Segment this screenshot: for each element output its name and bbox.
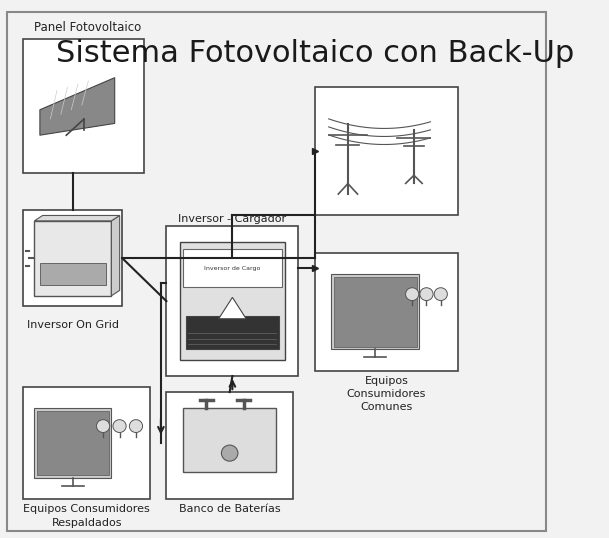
Bar (37, 411, 108, 475)
Bar (23, 39, 144, 173)
Bar (183, 408, 276, 472)
Polygon shape (219, 298, 246, 319)
Circle shape (420, 288, 433, 301)
Bar (315, 87, 458, 216)
Bar (23, 387, 150, 499)
Text: Inversor de Cargo: Inversor de Cargo (204, 266, 261, 271)
Bar (315, 253, 458, 371)
Polygon shape (40, 77, 114, 135)
Circle shape (129, 420, 143, 433)
Text: Inversor On Grid: Inversor On Grid (27, 320, 119, 330)
Bar (166, 226, 298, 376)
Bar (23, 210, 122, 307)
Polygon shape (34, 216, 119, 221)
Bar (166, 392, 293, 499)
Circle shape (406, 288, 419, 301)
Circle shape (222, 445, 238, 461)
Text: Panel Fotovoltaico: Panel Fotovoltaico (34, 20, 142, 33)
Text: Banco de Baterías: Banco de Baterías (179, 505, 281, 514)
Polygon shape (111, 216, 119, 296)
Circle shape (113, 420, 126, 433)
Bar (34, 221, 111, 296)
Bar (180, 242, 284, 360)
Text: Inversor - Cargador: Inversor - Cargador (178, 214, 286, 223)
Circle shape (434, 288, 448, 301)
Circle shape (96, 420, 110, 433)
Bar (40, 263, 106, 285)
Text: Equipos
Consumidores
Comunes: Equipos Consumidores Comunes (347, 376, 426, 413)
Text: Sistema Fotovoltaico con Back-Up: Sistema Fotovoltaico con Back-Up (56, 39, 574, 68)
Bar (183, 249, 282, 287)
Text: Equipos Consumidores
Respaldados: Equipos Consumidores Respaldados (23, 505, 150, 528)
Bar (186, 316, 279, 349)
Bar (331, 274, 420, 349)
Bar (34, 408, 111, 478)
Bar (334, 277, 417, 346)
